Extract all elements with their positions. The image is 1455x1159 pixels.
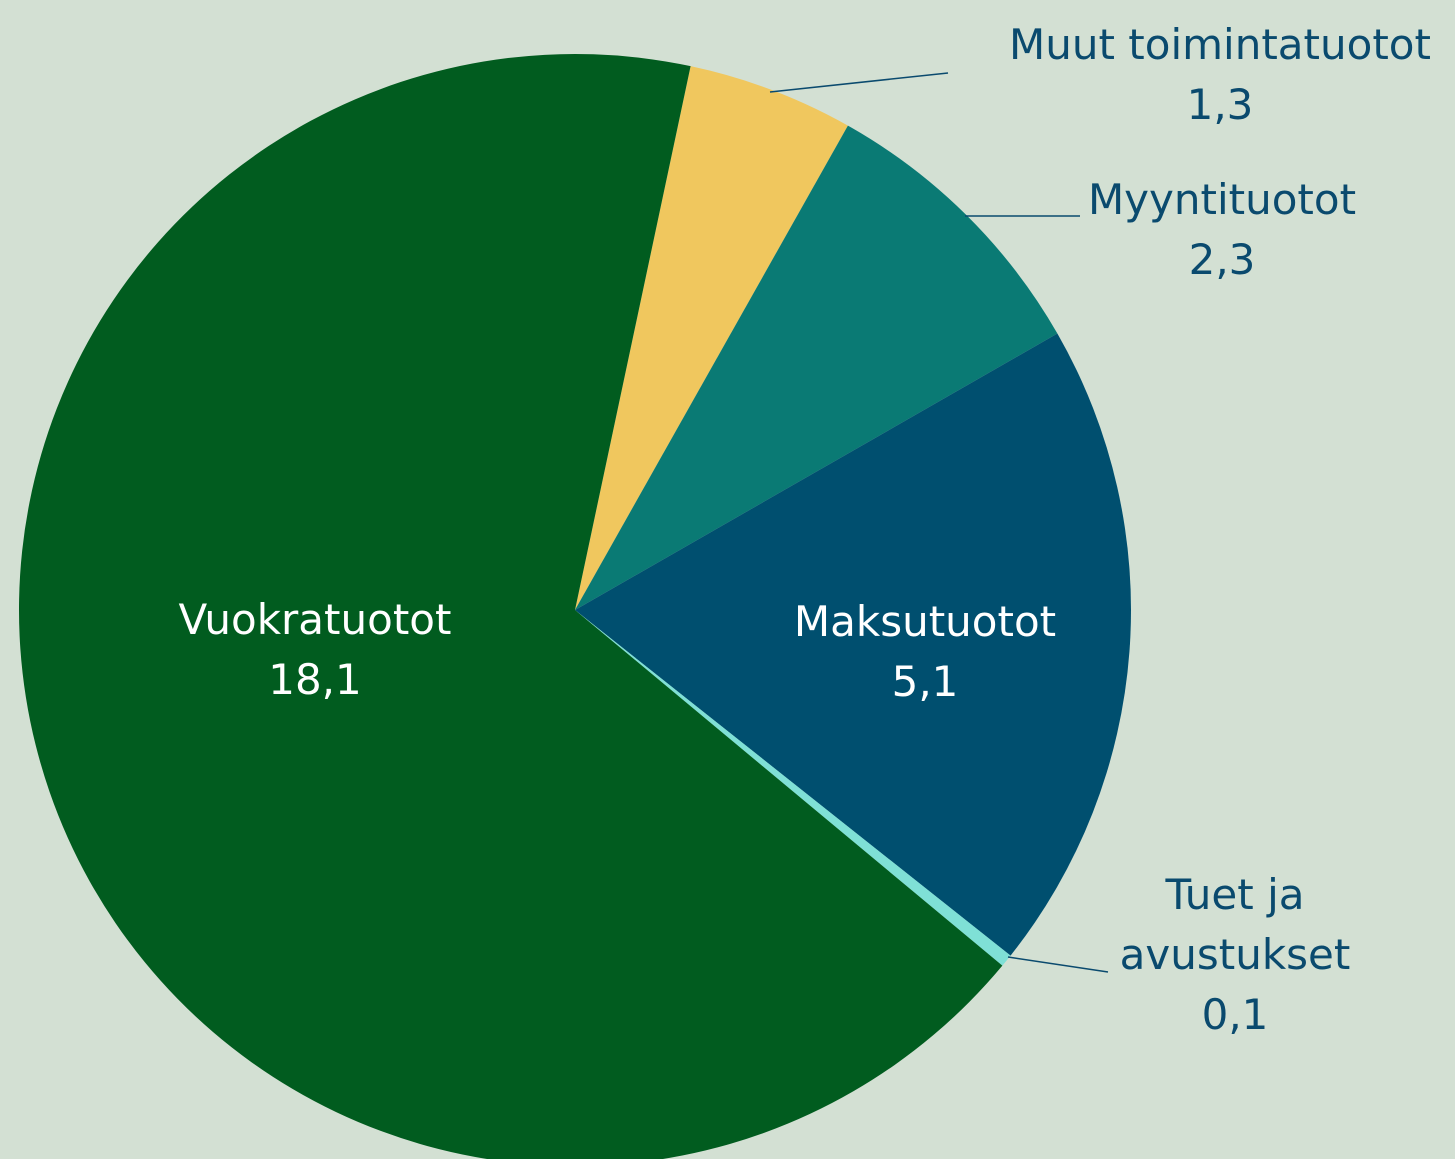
value-label: 5,1 bbox=[891, 657, 959, 706]
pie-slice bbox=[19, 54, 1003, 1159]
category-label: Maksutuotot bbox=[793, 597, 1057, 646]
slice-label: Maksutuotot 5,1 bbox=[765, 592, 1085, 712]
leader-line bbox=[769, 72, 949, 93]
value-label: 18,1 bbox=[268, 655, 362, 704]
category-label: Vuokratuotot bbox=[178, 595, 452, 644]
value-label: 1,3 bbox=[1186, 80, 1254, 129]
value-label: 2,3 bbox=[1188, 235, 1256, 284]
slice-label: Vuokratuotot 18,1 bbox=[155, 590, 475, 710]
slice-label: Muut toimintatuotot 1,3 bbox=[990, 15, 1450, 135]
slice-label: Myyntituotot 2,3 bbox=[1072, 170, 1372, 290]
pie-slice bbox=[575, 125, 1058, 611]
slice-label: Tuet ja avustukset 0,1 bbox=[1105, 865, 1365, 1045]
category-label: Myyntituotot bbox=[1087, 175, 1357, 224]
pie-slice bbox=[575, 333, 1132, 956]
value-label: 0,1 bbox=[1201, 990, 1269, 1039]
pie-slice bbox=[575, 66, 848, 611]
category-label: Tuet ja avustukset bbox=[1119, 870, 1351, 979]
pie-slice bbox=[575, 610, 1011, 966]
category-label: Muut toimintatuotot bbox=[1009, 20, 1431, 69]
leader-line bbox=[1007, 956, 1109, 973]
